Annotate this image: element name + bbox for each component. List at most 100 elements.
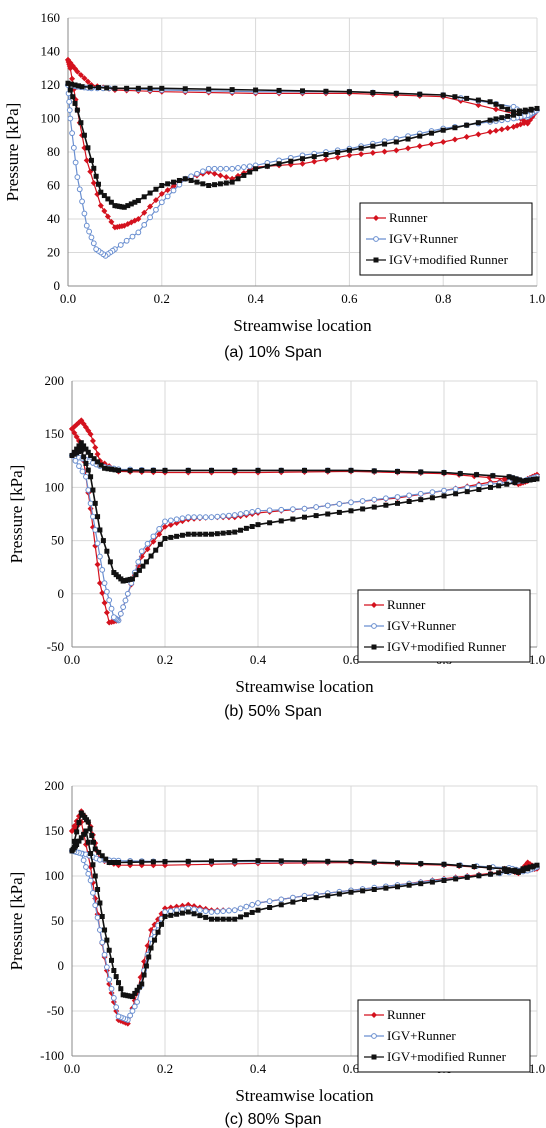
data-point [428,141,435,148]
data-point [99,590,106,597]
data-point [112,467,118,473]
data-point [301,505,308,512]
data-point [88,452,94,458]
data-point [101,208,108,215]
data-point [510,123,517,130]
data-point [440,92,446,98]
legend-label: Runner [387,597,426,612]
data-point [199,168,206,175]
data-point [336,500,343,507]
data-point [162,914,168,919]
data-point [88,157,94,163]
data-point [165,181,171,187]
data-point [92,902,99,909]
data-point [66,98,73,105]
data-point [505,106,511,112]
data-point [124,85,130,91]
data-point [79,84,85,90]
data-point [113,1004,120,1011]
data-point [278,506,285,513]
data-point [150,859,156,865]
data-point [108,199,114,205]
data-point [129,1008,136,1014]
x-tick-label: 0.4 [250,652,267,667]
data-point [191,911,197,917]
panel-caption: (c) 80% Span [225,1111,322,1128]
data-point [132,990,138,996]
data-point [229,179,235,185]
data-point [441,470,447,476]
data-point [516,110,522,116]
y-axis-title: Pressure [kPa] [7,465,26,564]
data-point [406,492,413,499]
data-point [232,916,238,922]
data-point [214,531,220,537]
data-point [429,879,435,885]
y-tick-label: 200 [45,373,65,388]
y-tick-label: 160 [41,10,61,25]
data-point [223,165,230,172]
data-point [531,476,537,482]
data-point [196,907,203,914]
data-point [111,224,118,231]
data-point [133,572,139,578]
data-point [194,170,200,177]
data-point [313,513,319,519]
data-point [87,877,94,884]
data-point [103,588,110,595]
data-point [143,963,149,969]
legend-box [359,202,533,276]
data-point [76,83,82,89]
data-point [90,889,96,896]
data-point [92,444,99,451]
data-point [101,599,108,606]
data-point [524,865,530,871]
data-point [109,466,115,472]
data-point [102,465,108,471]
y-tick-label: -50 [47,1003,64,1018]
data-point [496,870,502,876]
data-point [313,504,320,510]
data-point [370,143,376,149]
data-point [464,484,471,491]
data-point [112,85,118,91]
data-point [138,548,145,555]
data-point [134,999,141,1005]
data-point [128,201,134,207]
data-point [492,127,499,134]
data-point [170,183,177,190]
data-point [441,487,447,494]
data-point [452,125,458,131]
data-point [255,522,261,528]
data-point [107,559,113,565]
data-point [311,158,318,165]
data-point [504,481,510,487]
data-point [83,222,90,229]
data-point [255,467,261,473]
data-point [78,440,84,446]
y-tick-label: 150 [45,426,65,441]
data-point [501,866,507,872]
data-point [81,454,87,460]
data-point [101,193,107,199]
data-point [325,858,331,864]
data-point [214,916,220,922]
data-point [348,508,354,514]
data-point [85,839,91,845]
data-point [112,203,118,209]
data-point [83,460,89,466]
data-point [116,860,121,865]
data-point [96,580,103,587]
data-point [85,487,92,493]
data-point [97,927,103,933]
data-point [249,524,255,530]
data-point [453,876,459,882]
data-point [476,873,482,879]
data-point [72,82,78,88]
data-point [302,896,307,902]
data-point [205,165,212,172]
data-point [464,874,470,880]
data-point [159,921,165,927]
data-point [499,104,505,110]
